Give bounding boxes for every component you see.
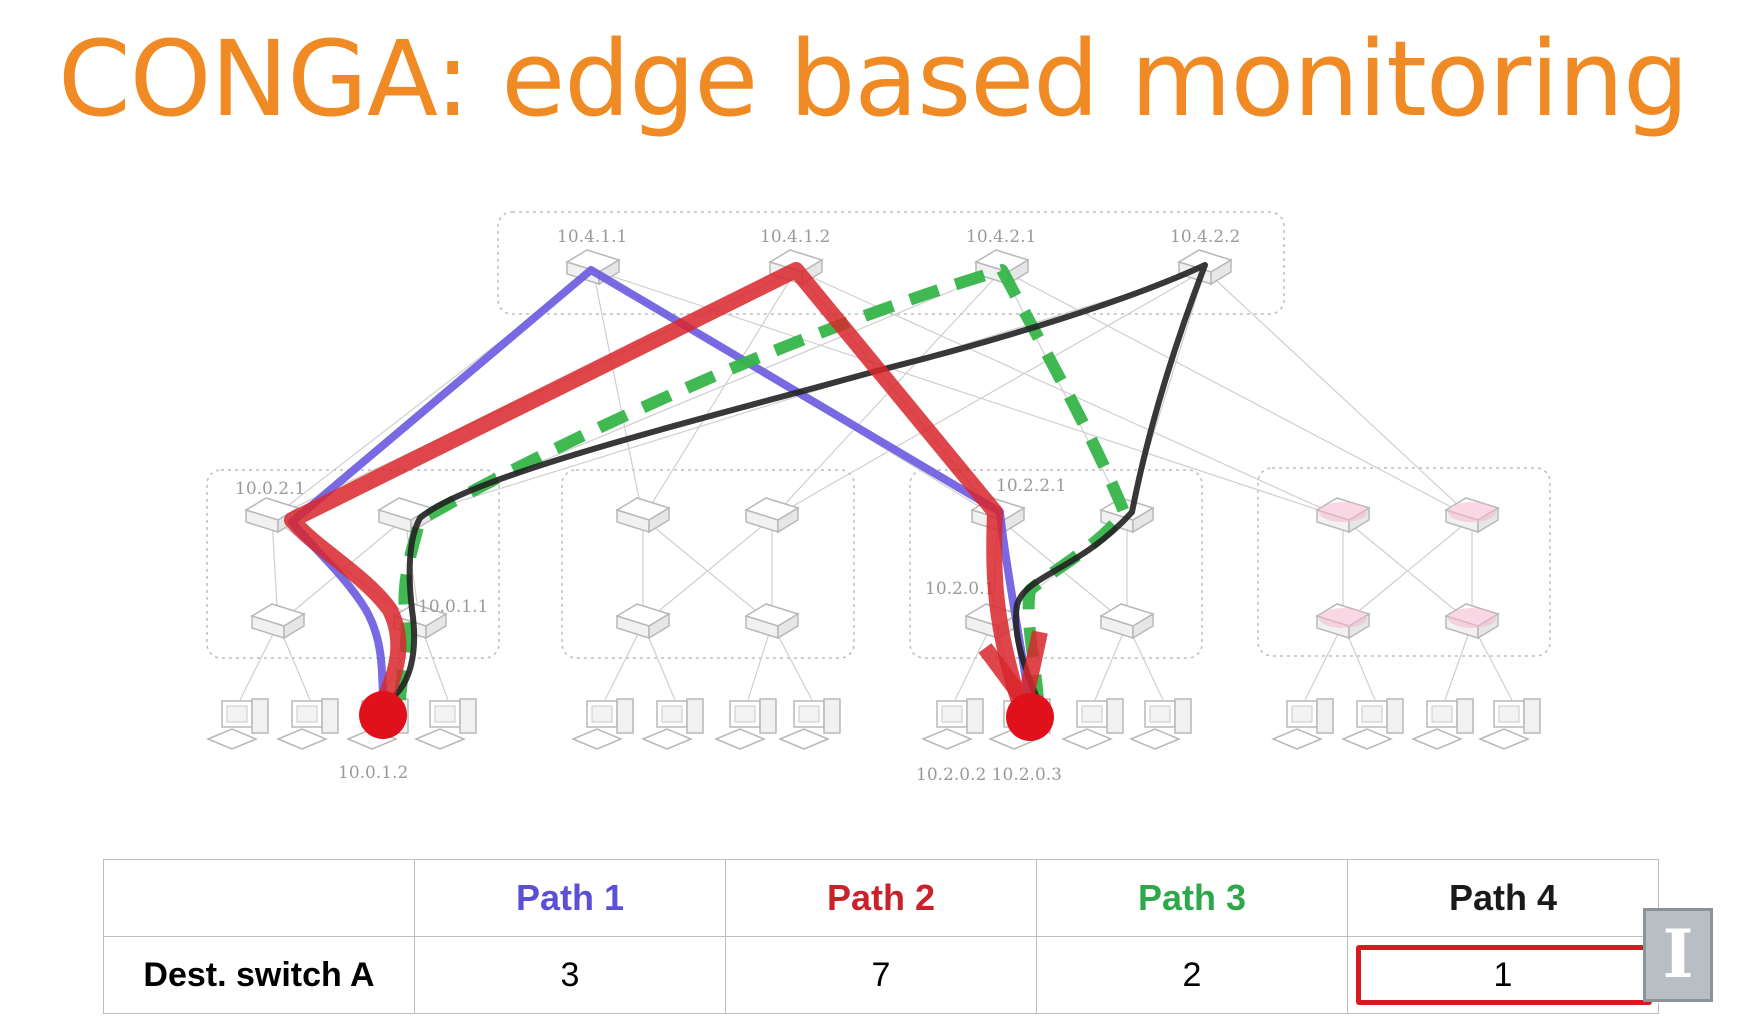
- host-computer-icon: [277, 698, 339, 750]
- label-host-dst: 10.2.0.2 10.2.0.3: [916, 765, 1062, 785]
- table-row: Dest. switch A 3 7 2 1: [103, 936, 1659, 1014]
- host-computer-icon: [1062, 698, 1124, 750]
- header-path-4: Path 4: [1347, 859, 1659, 937]
- host-computer-icon: [1272, 698, 1334, 750]
- header-path-1: Path 1: [414, 859, 726, 937]
- topology-labels: 10.4.1.1 10.4.1.2 10.4.2.1 10.4.2.2 10.0…: [235, 227, 1240, 785]
- label-spine3: 10.4.2.1: [966, 227, 1036, 247]
- host-computer-icon: [572, 698, 634, 750]
- value-path-4-cell: 1: [1347, 936, 1659, 1014]
- label-edge-a: 10.0.1.1: [418, 597, 488, 617]
- hosts: [207, 698, 1541, 750]
- pod-box-2: [561, 469, 855, 659]
- label-agg-a: 10.0.2.1: [235, 479, 305, 499]
- host-computer-icon: [922, 698, 984, 750]
- host-computer-icon: [207, 698, 269, 750]
- row-label-dest-switch: Dest. switch A: [103, 936, 415, 1014]
- min-value-highlight-box: [1356, 945, 1652, 1005]
- spine-switches: [566, 249, 1232, 285]
- host-computer-icon: [715, 698, 777, 750]
- path-metrics-table: Path 1 Path 2 Path 3 Path 4 Dest. switch…: [103, 859, 1659, 1014]
- host-computer-icon: [1130, 698, 1192, 750]
- label-agg-b: 10.2.2.1: [996, 476, 1066, 496]
- host-computer-icon: [779, 698, 841, 750]
- label-spine1: 10.4.1.1: [557, 227, 627, 247]
- switch-icon: [616, 497, 670, 533]
- header-path-3: Path 3: [1036, 859, 1348, 937]
- value-path-4: 1: [1493, 955, 1513, 994]
- host-computer-icon: [415, 698, 477, 750]
- pod-boxes: [206, 211, 1551, 659]
- value-path-4-wrap: 1: [1348, 937, 1658, 1013]
- university-i-logo-icon: I: [1643, 908, 1713, 1002]
- path-4-line: [381, 262, 1208, 707]
- header-path-2: Path 2: [725, 859, 1037, 937]
- path-3-line: [394, 264, 1130, 701]
- label-edge-b: 10.2.0.1: [925, 579, 995, 599]
- label-spine2: 10.4.1.2: [760, 227, 830, 247]
- source-host-marker: [359, 691, 407, 739]
- host-computer-icon: [1479, 698, 1541, 750]
- value-path-1: 3: [414, 936, 726, 1014]
- host-computer-icon: [1412, 698, 1474, 750]
- host-computer-icon: [1342, 698, 1404, 750]
- pod-box-3: [909, 469, 1203, 659]
- table-header-row: Path 1 Path 2 Path 3 Path 4: [103, 859, 1659, 937]
- network-topology-diagram: 10.4.1.1 10.4.1.2 10.4.2.1 10.4.2.2 10.0…: [206, 211, 1551, 785]
- label-host-src: 10.0.1.2: [338, 763, 408, 783]
- pod-box-4: [1257, 467, 1551, 657]
- destination-host-marker: [1006, 693, 1054, 741]
- switch-icon: [745, 497, 799, 533]
- value-path-2: 7: [725, 936, 1037, 1014]
- path-2-line: [284, 262, 1048, 710]
- slide-title: CONGA: edge based monitoring: [58, 18, 1689, 140]
- pink-pod-tint: [1319, 502, 1496, 628]
- pod-box-1: [206, 469, 500, 659]
- value-path-3: 2: [1036, 936, 1348, 1014]
- host-computer-icon: [642, 698, 704, 750]
- header-empty-cell: [103, 859, 415, 937]
- label-spine4: 10.4.2.2: [1170, 227, 1240, 247]
- spine-box: [497, 211, 1285, 315]
